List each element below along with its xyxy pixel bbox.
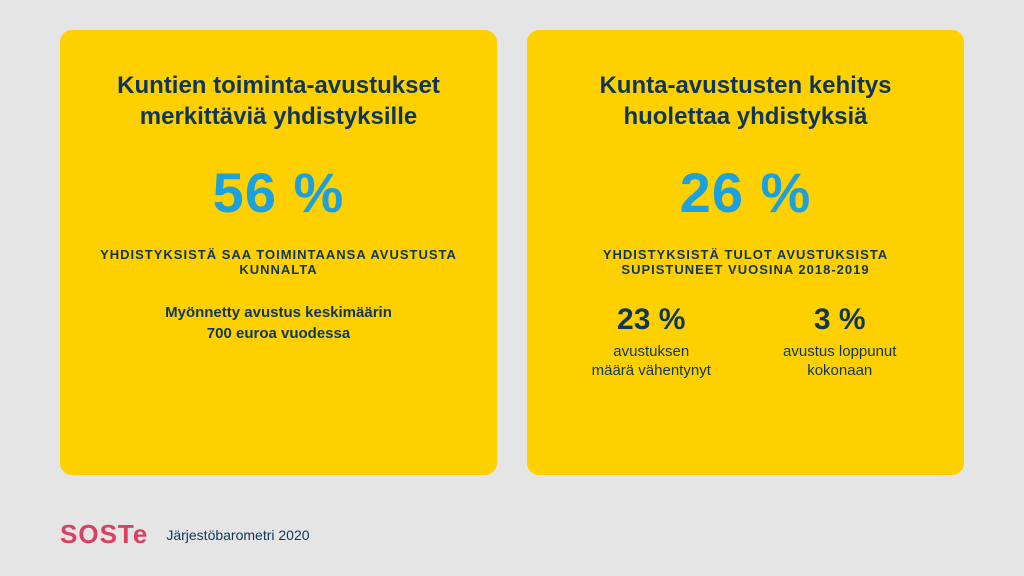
sub-stat-1-label: avustus loppunut kokonaan <box>746 343 935 381</box>
sub-stats-row: 23 % avustuksen määrä vähentynyt 3 % avu… <box>557 303 934 381</box>
footer: SOSTe Järjestöbarometri 2020 <box>60 475 964 556</box>
sub-stat-1-label-line1: avustus loppunut <box>746 343 935 362</box>
sub-stat-1-value: 3 % <box>746 303 935 337</box>
left-card-title: Kuntien toiminta-avustukset merkittäviä … <box>90 70 467 132</box>
right-card: Kunta-avustusten kehitys huolettaa yhdis… <box>527 30 964 475</box>
left-note-line2: 700 euroa vuodessa <box>90 324 467 344</box>
footer-caption: Järjestöbarometri 2020 <box>166 527 309 543</box>
right-main-stat: 26 % <box>557 160 934 225</box>
sub-stat-0: 23 % avustuksen määrä vähentynyt <box>557 303 746 381</box>
sub-stat-0-label-line1: avustuksen <box>557 343 746 362</box>
right-subtext: YHDISTYKSISTÄ TULOT AVUSTUKSISTA SUPISTU… <box>557 247 934 277</box>
page-container: Kuntien toiminta-avustukset merkittäviä … <box>0 0 1024 576</box>
sub-stat-0-label: avustuksen määrä vähentynyt <box>557 343 746 381</box>
cards-row: Kuntien toiminta-avustukset merkittäviä … <box>60 30 964 475</box>
sub-stat-0-label-line2: määrä vähentynyt <box>557 362 746 381</box>
left-subtext: YHDISTYKSISTÄ SAA TOIMINTAANSA AVUSTUSTA… <box>90 247 467 277</box>
logo: SOSTe <box>60 519 148 550</box>
sub-stat-0-value: 23 % <box>557 303 746 337</box>
sub-stat-1: 3 % avustus loppunut kokonaan <box>746 303 935 381</box>
left-note-line1: Myönnetty avustus keskimäärin <box>90 303 467 323</box>
left-card: Kuntien toiminta-avustukset merkittäviä … <box>60 30 497 475</box>
left-main-stat: 56 % <box>90 160 467 225</box>
right-card-title: Kunta-avustusten kehitys huolettaa yhdis… <box>557 70 934 132</box>
sub-stat-1-label-line2: kokonaan <box>746 362 935 381</box>
left-note: Myönnetty avustus keskimäärin 700 euroa … <box>90 303 467 344</box>
